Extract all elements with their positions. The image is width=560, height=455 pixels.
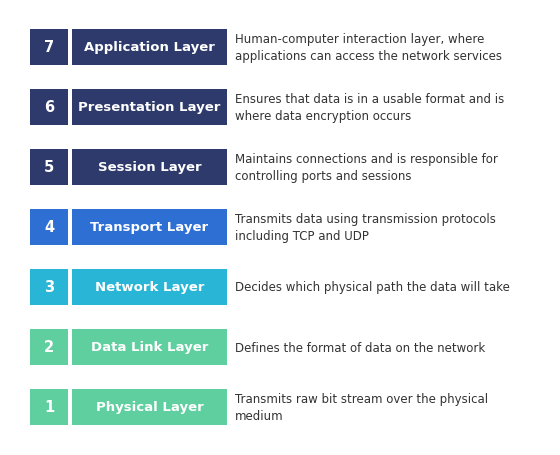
Text: 1: 1: [44, 399, 54, 415]
FancyBboxPatch shape: [72, 269, 227, 305]
Text: Transmits raw bit stream over the physical
medium: Transmits raw bit stream over the physic…: [235, 392, 488, 422]
FancyBboxPatch shape: [30, 90, 68, 126]
Text: Human-computer interaction layer, where
applications can access the network serv: Human-computer interaction layer, where …: [235, 33, 502, 63]
FancyBboxPatch shape: [72, 150, 227, 186]
FancyBboxPatch shape: [30, 210, 68, 245]
Text: Decides which physical path the data will take: Decides which physical path the data wil…: [235, 281, 510, 294]
Text: 5: 5: [44, 160, 54, 175]
Text: Ensures that data is in a usable format and is
where data encryption occurs: Ensures that data is in a usable format …: [235, 92, 504, 123]
Text: 4: 4: [44, 220, 54, 235]
Text: 7: 7: [44, 40, 54, 56]
FancyBboxPatch shape: [30, 329, 68, 365]
Text: 3: 3: [44, 280, 54, 295]
FancyBboxPatch shape: [30, 389, 68, 425]
Text: Data Link Layer: Data Link Layer: [91, 341, 208, 354]
FancyBboxPatch shape: [30, 269, 68, 305]
Text: Defines the format of data on the network: Defines the format of data on the networ…: [235, 341, 486, 354]
Text: Transmits data using transmission protocols
including TCP and UDP: Transmits data using transmission protoc…: [235, 212, 496, 243]
Text: Application Layer: Application Layer: [84, 41, 215, 55]
Text: Physical Layer: Physical Layer: [96, 400, 203, 414]
Text: Maintains connections and is responsible for
controlling ports and sessions: Maintains connections and is responsible…: [235, 152, 498, 183]
Text: Network Layer: Network Layer: [95, 281, 204, 294]
FancyBboxPatch shape: [30, 30, 68, 66]
Text: Transport Layer: Transport Layer: [90, 221, 208, 234]
Text: 2: 2: [44, 340, 54, 355]
FancyBboxPatch shape: [72, 210, 227, 245]
FancyBboxPatch shape: [72, 329, 227, 365]
FancyBboxPatch shape: [72, 30, 227, 66]
FancyBboxPatch shape: [72, 389, 227, 425]
Text: Session Layer: Session Layer: [97, 161, 201, 174]
Text: Presentation Layer: Presentation Layer: [78, 101, 221, 114]
FancyBboxPatch shape: [30, 150, 68, 186]
FancyBboxPatch shape: [72, 90, 227, 126]
Text: 6: 6: [44, 100, 54, 115]
